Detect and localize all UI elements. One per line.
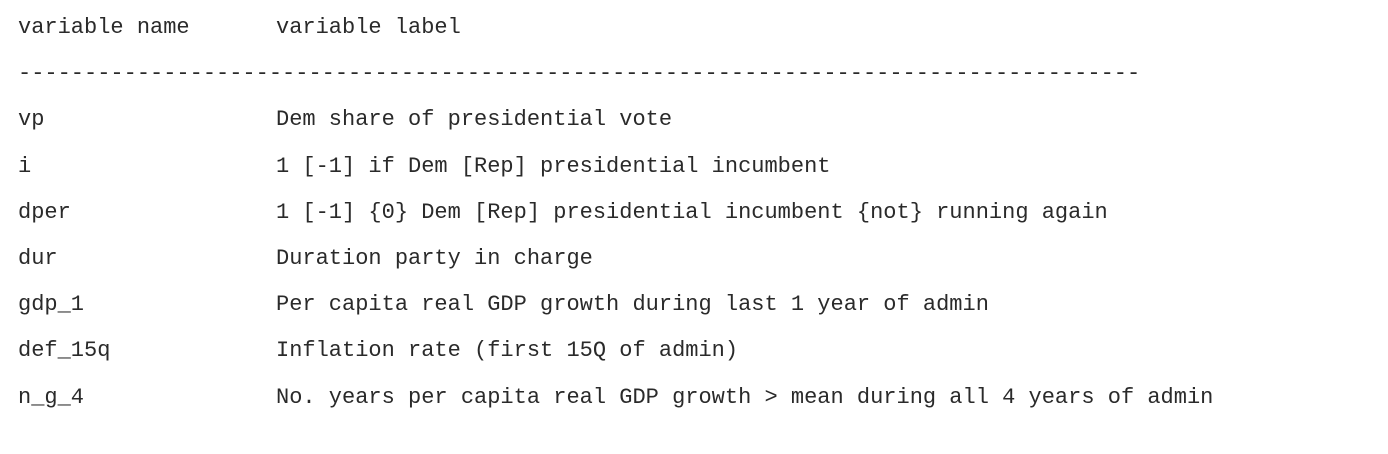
variable-name: n_g_4 (18, 384, 85, 410)
table-row: i 1 [-1] if Dem [Rep] presidential incum… (18, 151, 1378, 197)
variable-label: Dem share of presidential vote (276, 107, 673, 133)
header-variable-name: variable name (18, 15, 190, 40)
table-row: dur Duration party in charge (18, 243, 1378, 289)
variable-label: Inflation rate (first 15Q of admin) (276, 338, 739, 364)
table-row: def_15q Inflation rate (first 15Q of adm… (18, 335, 1378, 381)
table-header: variable name variable label (18, 12, 1378, 58)
table-row: vp Dem share of presidential vote (18, 104, 1378, 150)
header-variable-label: variable label (276, 15, 461, 40)
variable-table: variable name variable label -----------… (18, 12, 1378, 428)
variable-label: Per capita real GDP growth during last 1… (276, 292, 989, 318)
variable-name: def_15q (18, 338, 111, 364)
variable-name: vp (18, 107, 45, 133)
variable-label: Duration party in charge (276, 245, 593, 271)
variable-label: 1 [-1] {0} Dem [Rep] presidential incumb… (276, 199, 1108, 225)
header-divider: ----------------------------------------… (18, 61, 1141, 87)
table-row: dper 1 [-1] {0} Dem [Rep] presidential i… (18, 197, 1378, 243)
table-row: gdp_1 Per capita real GDP growth during … (18, 289, 1378, 335)
variable-name: i (18, 153, 32, 179)
variable-label: No. years per capita real GDP growth > m… (276, 384, 1214, 410)
variable-name: gdp_1 (18, 292, 85, 318)
variable-name: dur (18, 245, 58, 271)
variable-name: dper (18, 199, 71, 225)
variable-label: 1 [-1] if Dem [Rep] presidential incumbe… (276, 153, 831, 179)
table-row: n_g_4 No. years per capita real GDP grow… (18, 382, 1378, 428)
